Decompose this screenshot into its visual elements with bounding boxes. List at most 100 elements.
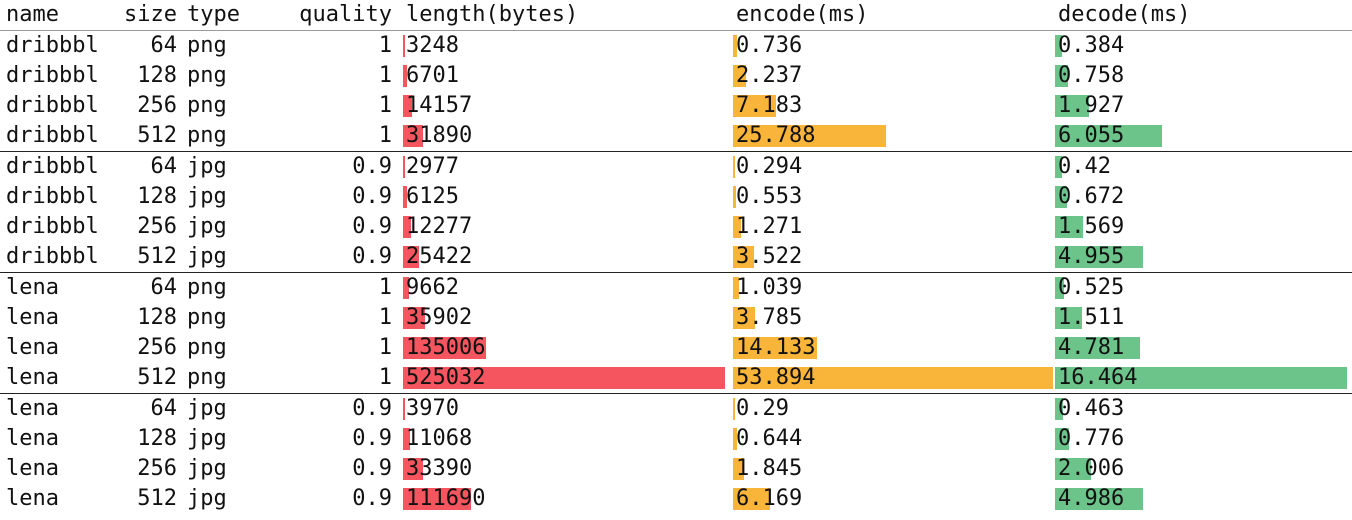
cell-encode: 1.271 xyxy=(733,212,1053,242)
decode-value: 0.776 xyxy=(1058,426,1125,451)
cell-type: jpg xyxy=(187,154,227,179)
length-bar xyxy=(403,246,419,268)
length-bar xyxy=(403,458,423,480)
table-row: dribbbl 128 png 1 6701 2.237 0.758 xyxy=(0,61,1352,91)
cell-quality: 0.9 xyxy=(352,456,392,481)
table-row: lena 64 png 1 9662 1.039 0.525 xyxy=(0,273,1352,303)
cell-decode: 0.672 xyxy=(1055,182,1347,212)
cell-quality: 1 xyxy=(378,275,392,300)
cell-length: 111690 xyxy=(403,484,725,514)
cell-size: 64 xyxy=(150,275,178,300)
cell-name: lena xyxy=(6,426,59,451)
encode-bar xyxy=(733,367,1053,389)
table-row: lena 256 jpg 0.9 33390 1.845 2.006 xyxy=(0,454,1352,484)
header-length: length(bytes) xyxy=(406,2,579,27)
cell-encode: 1.845 xyxy=(733,454,1053,484)
decode-bar xyxy=(1055,458,1091,480)
encode-bar xyxy=(733,65,746,87)
encode-bar xyxy=(733,246,754,268)
length-value: 31890 xyxy=(406,123,473,148)
decode-bar xyxy=(1055,95,1089,117)
cell-type: png xyxy=(187,365,227,390)
length-value: 525032 xyxy=(406,365,486,390)
cell-length: 3248 xyxy=(403,31,725,61)
encode-value: 0.29 xyxy=(736,396,789,421)
cell-size: 256 xyxy=(137,456,177,481)
cell-size: 256 xyxy=(137,93,177,118)
cell-encode: 1.039 xyxy=(733,273,1053,303)
cell-decode: 4.781 xyxy=(1055,333,1347,363)
encode-value: 3.522 xyxy=(736,244,803,269)
cell-encode: 0.29 xyxy=(733,394,1053,424)
length-value: 33390 xyxy=(406,456,473,481)
cell-size: 128 xyxy=(137,184,177,209)
header-name: name xyxy=(6,2,59,27)
encode-bar xyxy=(733,95,776,117)
cell-length: 11068 xyxy=(403,424,725,454)
encode-value: 25.788 xyxy=(736,123,816,148)
cell-encode: 14.133 xyxy=(733,333,1053,363)
cell-decode: 1.927 xyxy=(1055,91,1347,121)
cell-quality: 1 xyxy=(378,123,392,148)
table-row: dribbbl 256 jpg 0.9 12277 1.271 1.569 xyxy=(0,212,1352,242)
cell-quality: 1 xyxy=(378,335,392,360)
length-bar xyxy=(403,156,405,178)
cell-name: dribbbl xyxy=(6,244,99,269)
cell-name: dribbbl xyxy=(6,214,99,239)
cell-quality: 0.9 xyxy=(352,184,392,209)
length-value: 3248 xyxy=(406,33,459,58)
decode-value: 1.927 xyxy=(1058,93,1125,118)
length-value: 6701 xyxy=(406,63,459,88)
table-row: lena 128 jpg 0.9 11068 0.644 0.776 xyxy=(0,424,1352,454)
length-value: 14157 xyxy=(406,93,473,118)
cell-name: lena xyxy=(6,365,59,390)
encode-value: 0.553 xyxy=(736,184,803,209)
cell-decode: 0.463 xyxy=(1055,394,1347,424)
cell-name: lena xyxy=(6,275,59,300)
group-divider xyxy=(0,151,1352,152)
encode-bar xyxy=(733,186,736,208)
cell-size: 64 xyxy=(150,396,178,421)
encode-value: 1.845 xyxy=(736,456,803,481)
cell-decode: 0.525 xyxy=(1055,273,1347,303)
decode-bar xyxy=(1055,125,1162,147)
decode-bar xyxy=(1055,398,1063,420)
cell-decode: 1.511 xyxy=(1055,303,1347,333)
cell-name: lena xyxy=(6,305,59,330)
cell-name: lena xyxy=(6,456,59,481)
decode-value: 0.672 xyxy=(1058,184,1125,209)
cell-decode: 4.986 xyxy=(1055,484,1347,514)
decode-value: 0.384 xyxy=(1058,33,1125,58)
length-value: 3970 xyxy=(406,396,459,421)
cell-length: 35902 xyxy=(403,303,725,333)
table-row: dribbbl 128 jpg 0.9 6125 0.553 0.672 xyxy=(0,182,1352,212)
group-divider xyxy=(0,30,1352,31)
cell-quality: 0.9 xyxy=(352,396,392,421)
encode-value: 7.183 xyxy=(736,93,803,118)
cell-quality: 0.9 xyxy=(352,486,392,511)
length-bar xyxy=(403,488,471,510)
cell-encode: 25.788 xyxy=(733,121,1053,151)
cell-name: dribbbl xyxy=(6,33,99,58)
cell-quality: 1 xyxy=(378,33,392,58)
cell-quality: 1 xyxy=(378,305,392,330)
cell-size: 512 xyxy=(137,123,177,148)
length-bar xyxy=(403,277,409,299)
encode-bar xyxy=(733,337,817,359)
length-bar xyxy=(403,398,405,420)
encode-bar xyxy=(733,428,737,450)
cell-type: jpg xyxy=(187,486,227,511)
table-row: lena 256 png 1 135006 14.133 4.781 xyxy=(0,333,1352,363)
length-bar xyxy=(403,95,412,117)
cell-length: 525032 xyxy=(403,363,725,393)
decode-bar xyxy=(1055,216,1083,238)
encode-bar xyxy=(733,125,886,147)
header-encode: encode(ms) xyxy=(736,2,869,27)
decode-value: 1.511 xyxy=(1058,305,1125,330)
table-row: dribbbl 512 jpg 0.9 25422 3.522 4.955 xyxy=(0,242,1352,272)
cell-size: 128 xyxy=(137,63,177,88)
cell-encode: 0.294 xyxy=(733,152,1053,182)
table-row: dribbbl 512 png 1 31890 25.788 6.055 xyxy=(0,121,1352,151)
encode-value: 0.736 xyxy=(736,33,803,58)
